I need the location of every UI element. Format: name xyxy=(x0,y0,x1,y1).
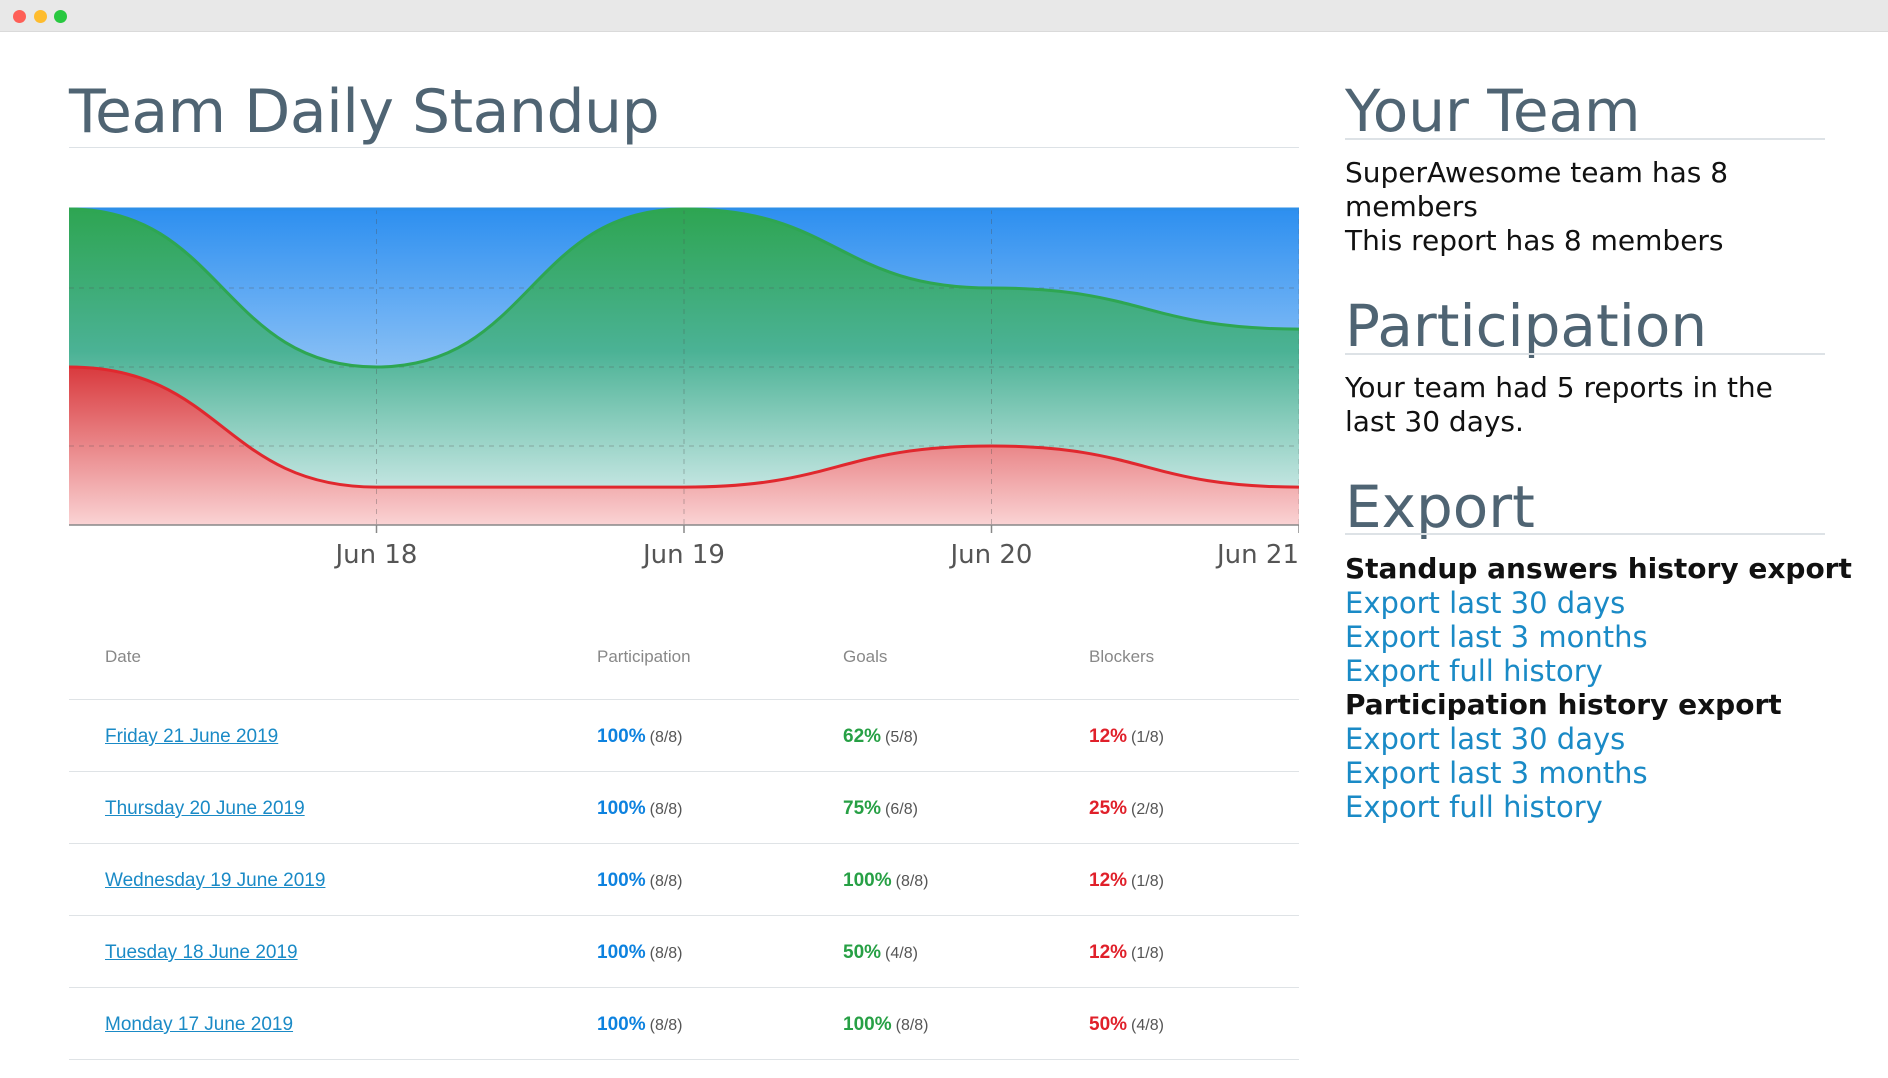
blockers-percent: 12% xyxy=(1089,870,1128,891)
x-tick-label: Jun 18 xyxy=(334,540,418,570)
participation-percent: 100% xyxy=(597,726,646,747)
header-participation: Participation xyxy=(597,647,691,666)
goals-cell: 75% (6/8) xyxy=(843,798,918,820)
participation-fraction: (8/8) xyxy=(649,801,683,818)
report-date-link[interactable]: Friday 21 June 2019 xyxy=(105,726,279,747)
participation-export-heading: Participation history export xyxy=(1345,688,1782,721)
goals-fraction: (4/8) xyxy=(885,945,918,962)
header-blockers: Blockers xyxy=(1089,647,1155,666)
team-members-text: SuperAwesome team has 8 members xyxy=(1345,156,1729,223)
goals-fraction: (8/8) xyxy=(895,1017,929,1034)
participation-divider xyxy=(1345,353,1825,355)
blockers-fraction: (1/8) xyxy=(1131,873,1164,890)
participation-cell: 100% (8/8) xyxy=(597,726,683,748)
x-tick-label: Jun 20 xyxy=(949,540,1033,570)
report-date-link[interactable]: Wednesday 19 June 2019 xyxy=(105,870,326,891)
participation-percent: 100% xyxy=(597,942,646,963)
participation-cell: 100% (8/8) xyxy=(597,942,683,964)
goals-cell: 100% (8/8) xyxy=(843,870,929,892)
team-section-title: Your Team xyxy=(1345,77,1641,145)
report-members-text: This report has 8 members xyxy=(1345,224,1724,257)
participation-cell: 100% (8/8) xyxy=(597,798,683,820)
participation-export-30-days-link[interactable]: Export last 30 days xyxy=(1345,722,1626,756)
minimize-window-button[interactable] xyxy=(34,10,47,23)
blockers-cell: 12% (1/8) xyxy=(1089,726,1164,748)
standup-export-3-months-link[interactable]: Export last 3 months xyxy=(1345,620,1648,654)
participation-percent: 100% xyxy=(597,798,646,819)
blockers-percent: 50% xyxy=(1089,1014,1128,1035)
goals-fraction: (5/8) xyxy=(885,729,918,746)
goals-percent: 100% xyxy=(843,1014,892,1035)
blockers-cell: 12% (1/8) xyxy=(1089,870,1164,892)
close-window-button[interactable] xyxy=(13,10,26,23)
goals-fraction: (8/8) xyxy=(895,873,929,890)
blockers-area xyxy=(69,367,1299,525)
blockers-percent: 12% xyxy=(1089,726,1128,747)
standup-export-heading: Standup answers history export xyxy=(1345,552,1852,585)
table-row: Monday 17 June 2019 100% (8/8) 100% (8/8) … xyxy=(69,988,1299,1060)
goals-percent: 62% xyxy=(843,726,882,747)
blockers-percent: 12% xyxy=(1089,942,1128,963)
blockers-cell: 25% (2/8) xyxy=(1089,798,1164,820)
blockers-cell: 12% (1/8) xyxy=(1089,942,1164,964)
blockers-fraction: (1/8) xyxy=(1131,729,1164,746)
blockers-fraction: (1/8) xyxy=(1131,945,1164,962)
blockers-percent: 25% xyxy=(1089,798,1128,819)
goals-fraction: (6/8) xyxy=(885,801,918,818)
participation-cell: 100% (8/8) xyxy=(597,870,683,892)
window-titlebar xyxy=(0,0,1888,32)
table-header: Date Participation Goals Blockers xyxy=(69,604,1299,700)
participation-section-title: Participation xyxy=(1345,292,1708,360)
blockers-line xyxy=(69,365,1299,489)
goals-cell: 100% (8/8) xyxy=(843,1014,929,1036)
participation-summary-text: Your team had 5 reports in the last 30 d… xyxy=(1345,371,1773,438)
standup-export-30-days-link[interactable]: Export last 30 days xyxy=(1345,586,1626,620)
standup-export-full-history-link[interactable]: Export full history xyxy=(1345,654,1603,688)
standup-table: Date Participation Goals Blockers Friday… xyxy=(69,604,1299,1060)
x-tick-label: Jun 19 xyxy=(641,540,725,570)
goals-cell: 50% (4/8) xyxy=(843,942,918,964)
participation-export-3-months-link[interactable]: Export last 3 months xyxy=(1345,756,1648,790)
maximize-window-button[interactable] xyxy=(54,10,67,23)
blockers-fraction: (2/8) xyxy=(1131,801,1164,818)
goals-percent: 75% xyxy=(843,798,882,819)
header-goals: Goals xyxy=(843,647,888,666)
table-row: Tuesday 18 June 2019 100% (8/8) 50% (4/8) … xyxy=(69,916,1299,988)
goals-percent: 50% xyxy=(843,942,882,963)
goals-line xyxy=(69,207,1299,369)
chart-svg: Jun 18 Jun 19 Jun 20 Jun 21 xyxy=(69,207,1299,570)
page-title: Team Daily Standup xyxy=(69,77,660,147)
title-divider xyxy=(69,147,1299,148)
x-tick-label: Jun 21 xyxy=(1215,540,1299,570)
report-date-link[interactable]: Thursday 20 June 2019 xyxy=(105,798,305,819)
export-section-title: Export xyxy=(1345,473,1535,541)
table-row: Friday 21 June 2019 100% (8/8) 62% (5/8) 1… xyxy=(69,700,1299,772)
header-date: Date xyxy=(105,647,141,666)
blockers-fraction: (4/8) xyxy=(1131,1017,1164,1034)
goals-cell: 62% (5/8) xyxy=(843,726,918,748)
team-divider xyxy=(1345,138,1825,140)
table-row: Thursday 20 June 2019 100% (8/8) 75% (6/8)… xyxy=(69,772,1299,844)
participation-cell: 100% (8/8) xyxy=(597,1014,683,1036)
report-date-link[interactable]: Tuesday 18 June 2019 xyxy=(105,942,298,963)
participation-percent: 100% xyxy=(597,870,646,891)
report-date-link[interactable]: Monday 17 June 2019 xyxy=(105,1014,294,1035)
goals-percent: 100% xyxy=(843,870,892,891)
participation-fraction: (8/8) xyxy=(649,1017,683,1034)
blockers-cell: 50% (4/8) xyxy=(1089,1014,1164,1036)
standup-chart: Jun 18 Jun 19 Jun 20 Jun 21 xyxy=(69,174,1299,574)
participation-fraction: (8/8) xyxy=(649,729,683,746)
participation-percent: 100% xyxy=(597,1014,646,1035)
participation-export-full-history-link[interactable]: Export full history xyxy=(1345,790,1603,824)
participation-fraction: (8/8) xyxy=(649,873,683,890)
participation-fraction: (8/8) xyxy=(649,945,683,962)
table-row: Wednesday 19 June 2019 100% (8/8) 100% (8/… xyxy=(69,844,1299,916)
export-divider xyxy=(1345,533,1825,535)
